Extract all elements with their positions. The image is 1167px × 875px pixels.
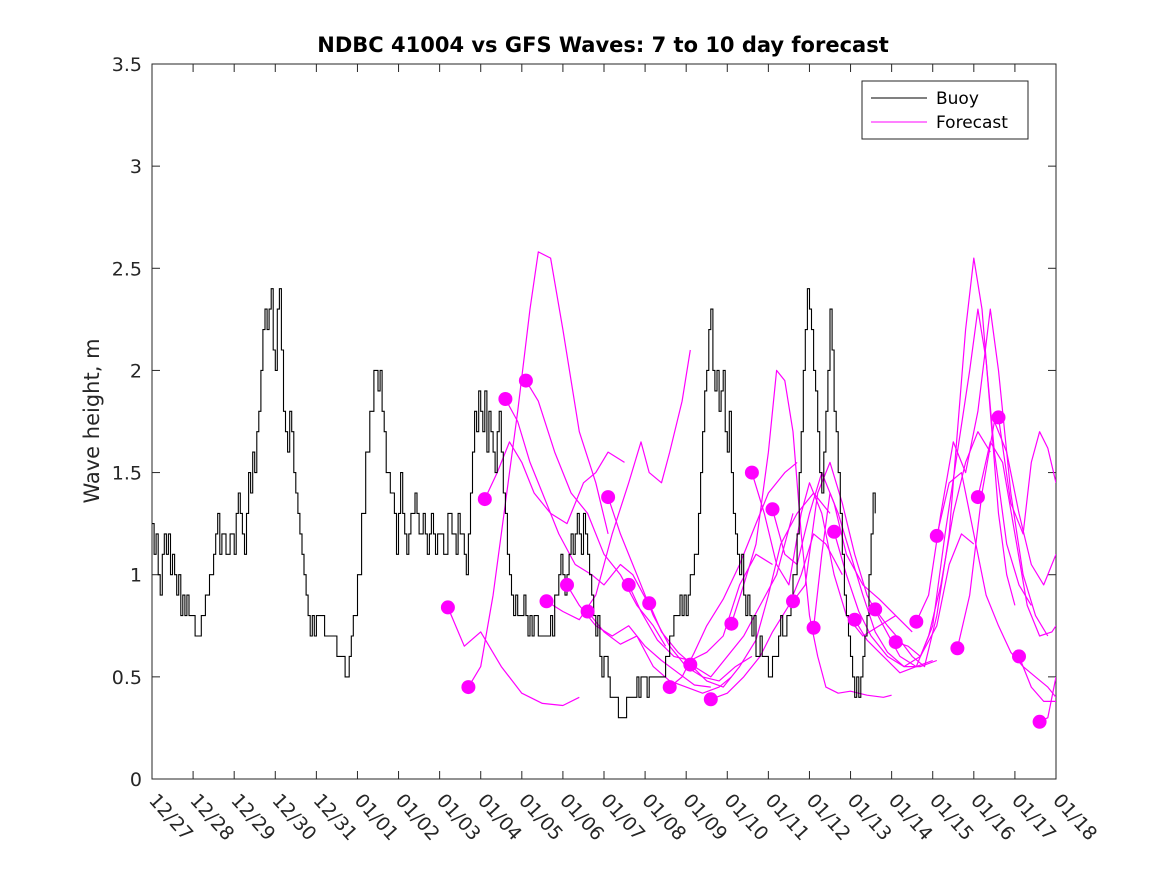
forecast-marker-7 [560, 577, 574, 592]
forecast-marker-19 [806, 620, 821, 635]
forecast-marker-30 [1032, 714, 1047, 729]
buoy-line [152, 288, 876, 719]
chart-title: NDBC 41004 vs GFS Waves: 7 to 10 day for… [317, 33, 888, 57]
forecast-marker-10 [621, 577, 636, 592]
plot-area: 12/2712/2812/2912/3012/3101/0101/0201/03… [112, 54, 1101, 845]
forecast-marker-28 [991, 410, 1006, 425]
forecast-marker-16 [744, 465, 759, 480]
forecast-line-23 [895, 308, 1032, 657]
forecast-marker-13 [683, 657, 698, 672]
forecast-marker-18 [786, 594, 800, 609]
forecast-line-19 [813, 492, 938, 668]
y-tick-label: 3.5 [112, 54, 142, 76]
forecast-line-4 [504, 398, 650, 606]
y-tick-label: 1.5 [112, 463, 142, 485]
forecast-marker-11 [642, 596, 657, 611]
forecast-line-13 [689, 492, 831, 688]
forecast-line-5 [525, 380, 667, 647]
data-series-group [152, 251, 1056, 729]
forecast-marker-6 [539, 594, 554, 609]
legend: Buoy Forecast [861, 80, 1029, 140]
forecast-line-18 [792, 461, 933, 668]
forecast-line-26 [956, 420, 1056, 649]
forecast-marker-9 [601, 490, 616, 505]
forecast-marker-21 [847, 612, 862, 627]
y-tick-label: 2.5 [112, 258, 142, 280]
forecast-marker-29 [1012, 649, 1026, 664]
y-tick-label: 2 [130, 360, 142, 382]
legend-forecast-label: Forecast [936, 113, 1008, 133]
legend-box [861, 80, 1029, 140]
y-tick-label: 1 [130, 565, 142, 587]
forecast-marker-25 [929, 528, 944, 543]
forecast-marker-8 [580, 604, 595, 619]
forecast-marker-3 [477, 492, 492, 507]
forecast-line-6 [546, 349, 691, 621]
forecast-marker-4 [498, 392, 513, 406]
forecast-line-25 [936, 472, 1056, 698]
forecast-marker-1 [440, 600, 455, 615]
forecast-marker-17 [765, 502, 780, 517]
y-tick-label: 3 [130, 156, 142, 178]
forecast-marker-2 [461, 680, 476, 695]
forecast-line-16 [751, 472, 897, 637]
forecast-marker-26 [950, 641, 965, 656]
legend-buoy-label: Buoy [936, 89, 979, 109]
forecast-marker-23 [888, 635, 903, 650]
forecast-marker-15 [724, 616, 739, 631]
forecast-marker-5 [518, 373, 533, 388]
forecast-line-22 [874, 257, 1016, 668]
forecast-line-2 [467, 251, 609, 688]
forecast-marker-14 [703, 692, 718, 707]
forecast-marker-12 [662, 680, 677, 695]
forecast-line-8 [587, 611, 732, 694]
forecast-line-27 [977, 441, 1056, 637]
forecast-marker-24 [909, 614, 924, 629]
forecast-line-28 [997, 417, 1056, 535]
forecast-marker-27 [970, 490, 985, 505]
y-axis-label: Wave height, m [80, 338, 104, 503]
forecast-marker-22 [868, 602, 883, 617]
y-tick-label: 0 [130, 769, 142, 791]
forecast-line-29 [1018, 656, 1056, 702]
forecast-line-1 [447, 607, 580, 707]
forecast-line-20 [833, 531, 975, 668]
forecast-line-9 [607, 496, 753, 682]
y-tick-label: 0.5 [112, 667, 142, 689]
forecast-marker-20 [827, 524, 842, 539]
